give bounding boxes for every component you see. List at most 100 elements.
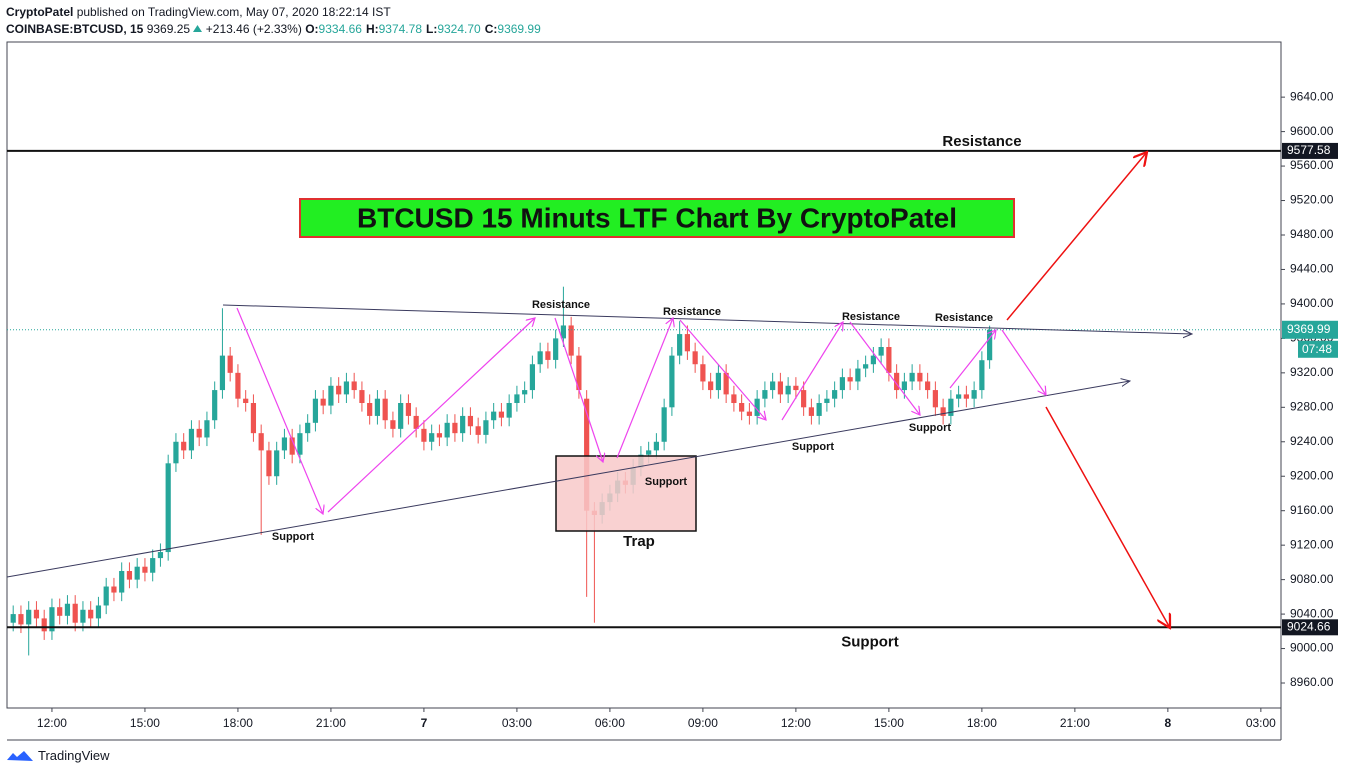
candle-body — [390, 420, 396, 429]
candle-body — [963, 394, 969, 399]
candle-body — [467, 415, 474, 427]
candle-body — [646, 450, 652, 455]
title-box — [299, 198, 1015, 238]
y-tick-label: 9200.00 — [1290, 468, 1334, 482]
candle-body — [770, 381, 776, 391]
drawings — [6, 152, 1192, 628]
y-tick-label: 9160.00 — [1290, 503, 1334, 517]
candle-body — [88, 609, 94, 619]
candle-body — [971, 390, 977, 399]
x-tick-label: 12:00 — [781, 716, 811, 730]
candle-body — [948, 398, 954, 416]
candle-body — [111, 586, 117, 593]
candle-body — [584, 398, 590, 511]
candle-body — [878, 346, 884, 356]
candle-body — [661, 407, 667, 442]
candle-body — [886, 346, 892, 373]
last-price-box — [1282, 320, 1338, 339]
candle-body — [49, 607, 55, 632]
candle-body — [909, 372, 915, 382]
candle-body — [351, 381, 357, 391]
y-tick-label: 9400.00 — [1290, 296, 1334, 310]
candle-body — [258, 433, 264, 451]
candle-body — [684, 334, 690, 352]
candle-body — [940, 407, 946, 416]
candle-body — [723, 372, 729, 395]
candle-body — [731, 394, 737, 404]
candle-body — [405, 403, 412, 416]
candle-body — [956, 394, 962, 399]
last-price: 9369.99 — [1287, 322, 1331, 336]
y-tick-label: 9240.00 — [1290, 434, 1334, 448]
candle-body — [553, 338, 559, 360]
x-tick-label: 7 — [421, 716, 428, 730]
y-tick-label: 8960.00 — [1290, 675, 1334, 689]
annotation: Support — [792, 441, 834, 453]
candle-body — [692, 351, 698, 365]
candle-body — [57, 607, 63, 616]
ohlc-label: L: — [426, 22, 438, 36]
chart-title: BTCUSD 15 Minuts LTF Chart By CryptoPate… — [357, 202, 957, 233]
candle-body — [839, 377, 845, 391]
y-tick-label: 9320.00 — [1290, 365, 1334, 379]
candle-body — [95, 605, 102, 619]
annotation: Resistance — [663, 306, 721, 318]
candle-body — [925, 381, 931, 391]
candle-body — [219, 355, 226, 391]
candle-body — [801, 390, 807, 408]
price: 9369.25 — [146, 22, 191, 36]
candle-body — [560, 325, 567, 339]
candle-body — [72, 603, 78, 623]
candle-body — [653, 441, 659, 451]
annotation: Support — [645, 476, 687, 488]
candle-body — [266, 450, 272, 477]
published: published on TradingView.com, May 07, 20… — [76, 5, 391, 19]
candle-body — [568, 325, 574, 356]
candle-body — [808, 407, 814, 416]
footer: TradingView — [6, 748, 110, 763]
candle-body — [10, 614, 16, 623]
candle-body — [452, 422, 458, 434]
candle-body — [429, 433, 435, 442]
annotation: Support — [272, 531, 314, 543]
candle-body — [498, 411, 505, 418]
candle-body — [188, 428, 195, 451]
candle-body — [545, 351, 551, 360]
candle-body — [987, 329, 993, 361]
candle-body — [80, 609, 86, 623]
candle-body — [708, 381, 714, 391]
candle-body — [374, 398, 381, 416]
candle-body — [491, 411, 497, 421]
candle-body — [382, 398, 388, 421]
annotation: Trap — [623, 533, 655, 550]
candle-body — [297, 433, 303, 455]
candle-body — [173, 441, 179, 464]
candle-body — [312, 398, 319, 423]
header-line: CryptoPatel published on TradingView.com… — [6, 5, 391, 19]
level-price: 9577.58 — [1287, 143, 1331, 157]
candle-body — [677, 334, 683, 356]
plot-frame — [6, 41, 1282, 709]
candle-body — [816, 403, 822, 416]
candle-body — [894, 372, 900, 391]
y-tick-label: 9120.00 — [1290, 537, 1334, 551]
ohlc-label: H: — [365, 22, 379, 36]
annotation: Support — [909, 422, 951, 434]
candle-body — [305, 422, 311, 434]
author: CryptoPatel — [6, 5, 74, 19]
candle-body — [18, 614, 24, 625]
x-tick-label: 21:00 — [316, 716, 346, 730]
level-price: 9024.66 — [1287, 619, 1331, 633]
ohlc: O:9334.66 H:9374.78 L:9324.70 C:9369.99 — [305, 22, 545, 36]
logo — [7, 750, 33, 761]
candle-body — [227, 355, 233, 373]
candle-body — [196, 428, 202, 438]
y-tick-label: 9600.00 — [1290, 124, 1334, 138]
trap-box — [555, 455, 697, 532]
candle-body — [243, 398, 249, 404]
candle-body — [793, 385, 799, 391]
ohlc-value: 9324.70 — [437, 22, 481, 36]
candle-body — [460, 415, 466, 434]
